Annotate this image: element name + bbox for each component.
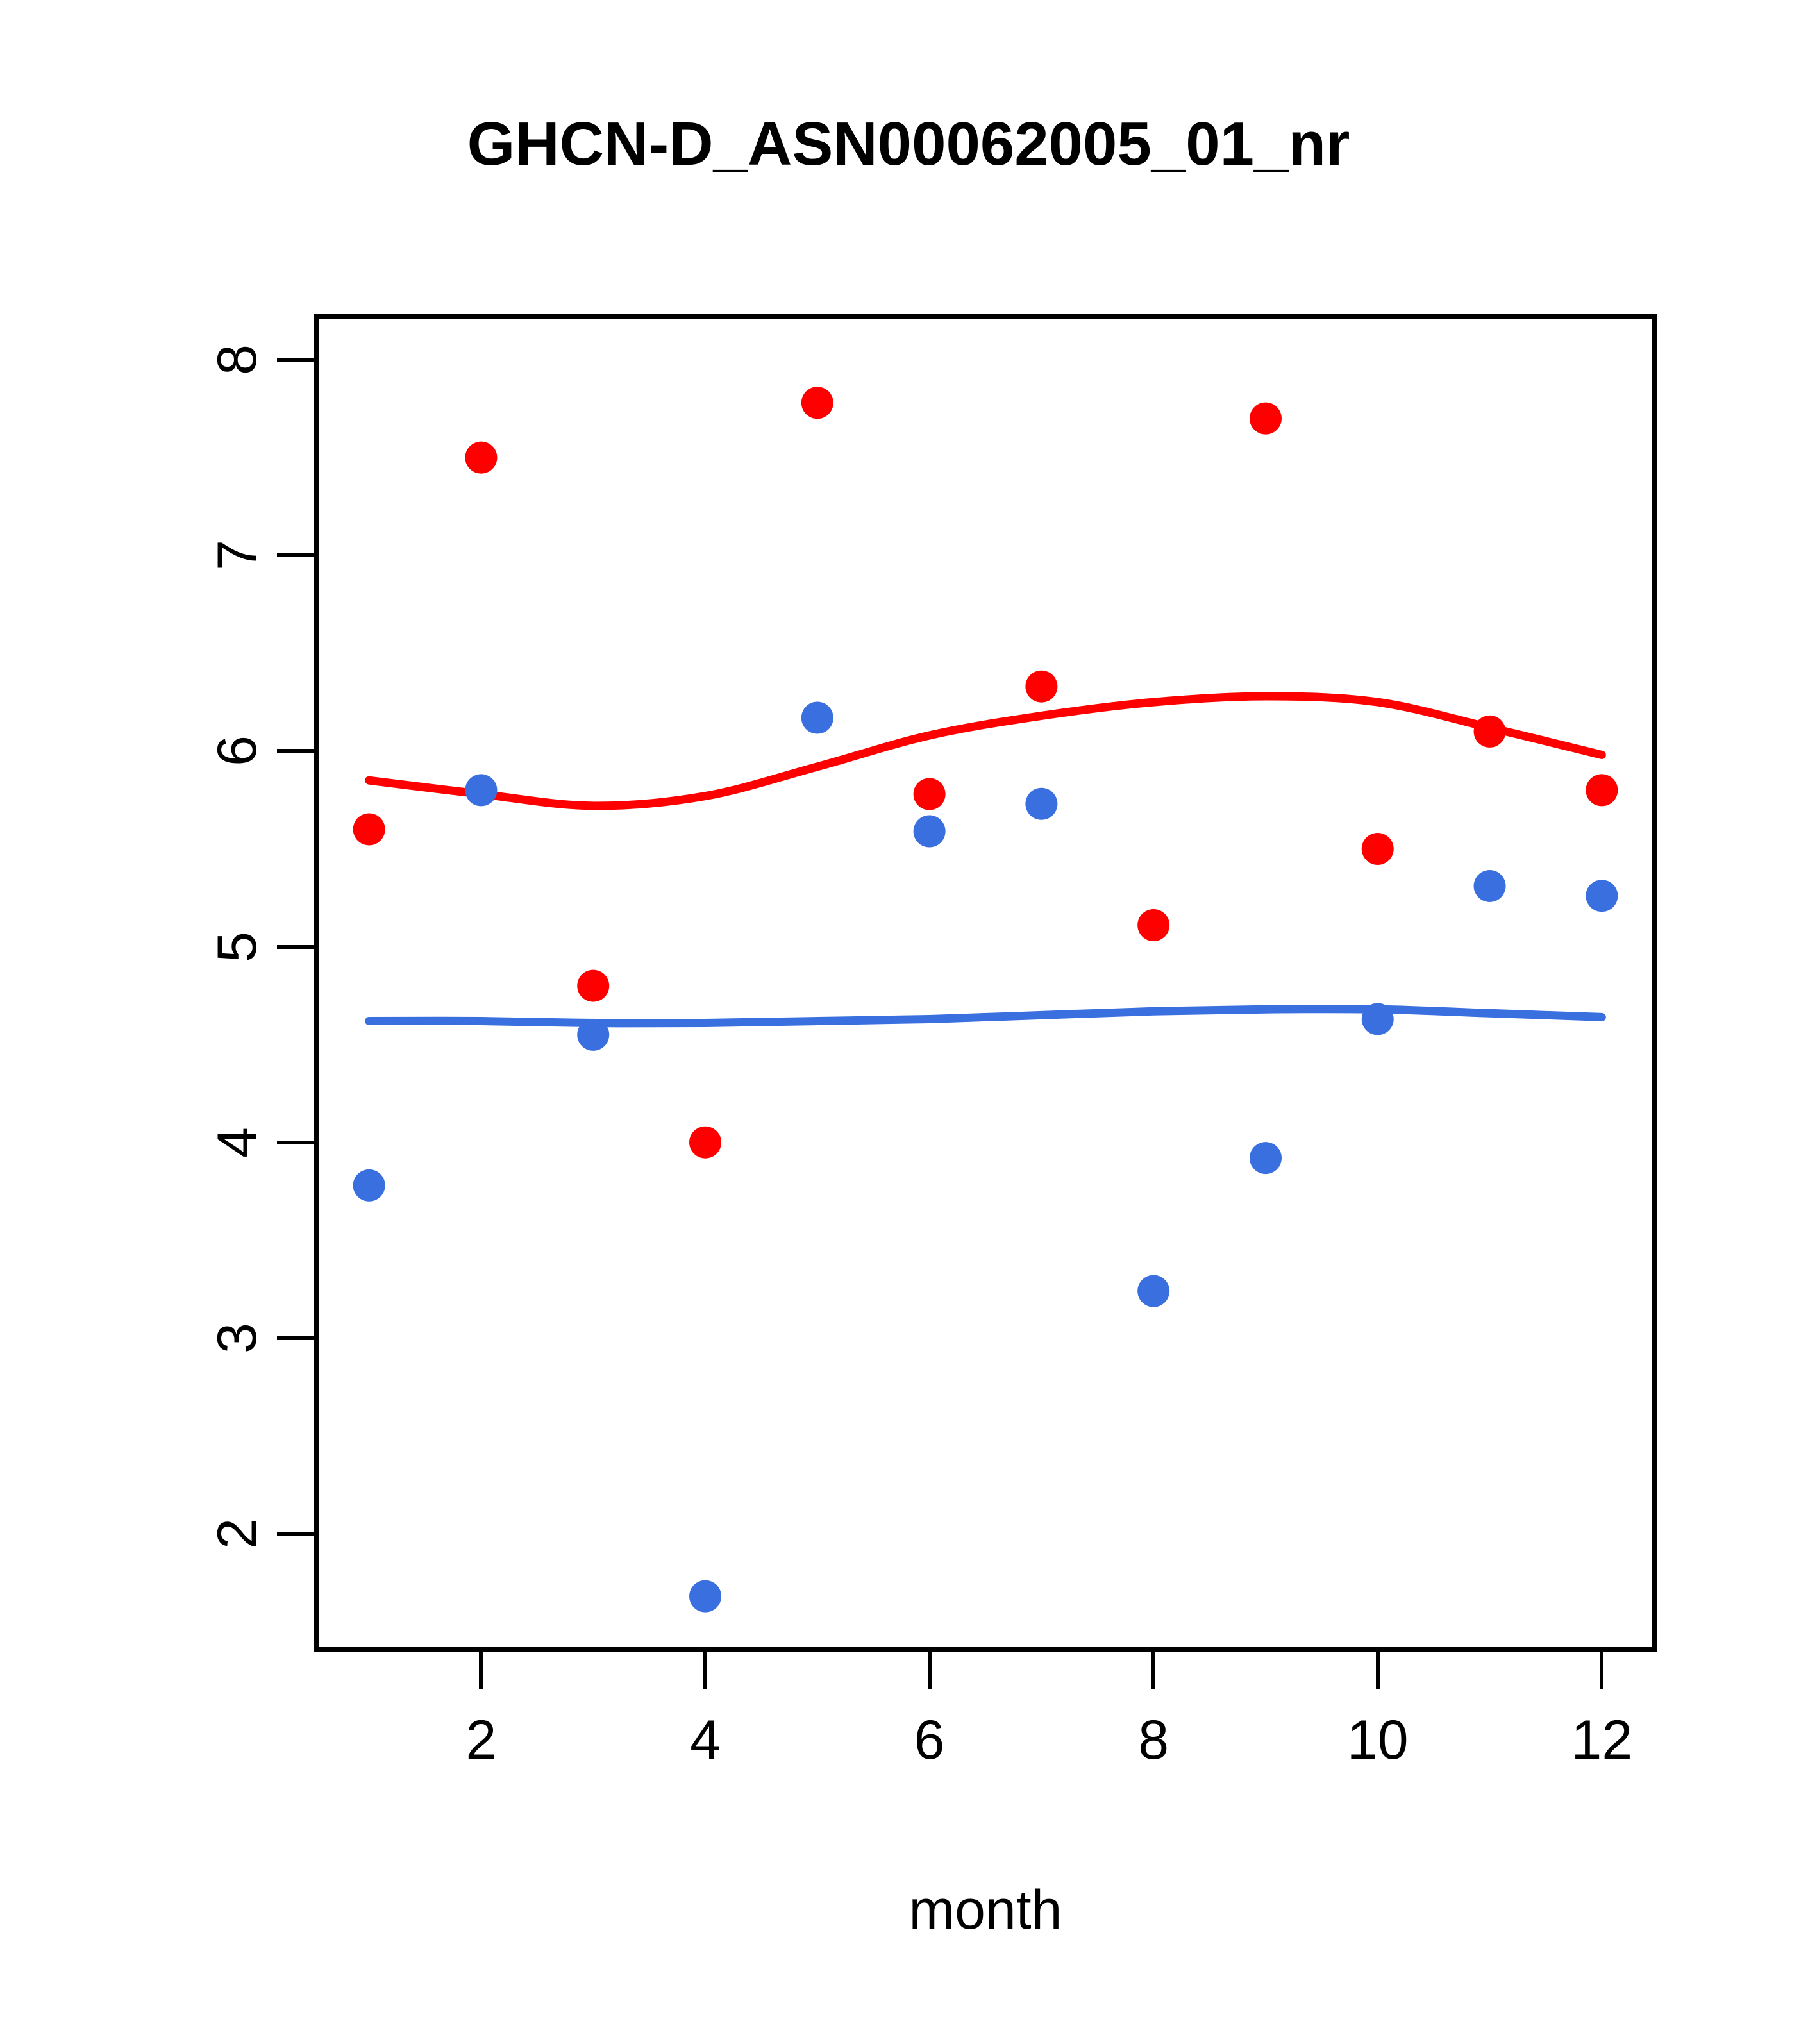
x-axis-tick: [1375, 1652, 1380, 1689]
data-point: [465, 441, 498, 474]
y-axis-tick: [277, 553, 314, 558]
y-axis-tick: [277, 1140, 314, 1144]
y-axis-tick: [277, 749, 314, 753]
y-axis-tick-label: 3: [206, 1322, 268, 1353]
data-point: [1586, 774, 1618, 807]
data-point: [1586, 880, 1618, 912]
y-axis-tick: [277, 1336, 314, 1340]
y-axis-tick-label: 6: [206, 735, 268, 767]
x-axis-tick-label: 10: [1346, 1709, 1409, 1771]
data-point: [577, 1018, 610, 1051]
x-axis-tick: [703, 1652, 708, 1689]
plot-inner: [319, 319, 1652, 1647]
x-axis-tick-label: 4: [690, 1709, 721, 1771]
x-axis-tick-label: 12: [1571, 1709, 1633, 1771]
data-point: [1025, 670, 1058, 703]
data-point: [913, 815, 946, 848]
data-point: [353, 1169, 385, 1202]
page-title: GHCN-D_ASN00062005_01_nr: [467, 110, 1350, 178]
data-point: [353, 813, 385, 846]
y-axis-tick: [277, 1532, 314, 1536]
plot-area: [314, 314, 1657, 1652]
x-axis-tick-label: 6: [914, 1709, 945, 1771]
data-point: [465, 774, 498, 807]
data-point: [1249, 1142, 1282, 1175]
data-point: [1473, 715, 1506, 748]
data-point: [1473, 869, 1506, 902]
series-line-red-smooth: [365, 692, 1606, 810]
data-point: [689, 1580, 722, 1613]
data-point: [1249, 402, 1282, 435]
data-point: [1137, 1275, 1170, 1307]
data-point: [1137, 909, 1170, 941]
y-axis-tick-label: 5: [206, 931, 268, 962]
data-point: [577, 969, 610, 1002]
y-axis-tick: [277, 358, 314, 362]
data-series-layer: [353, 387, 1618, 1613]
series-line-blue-smooth: [365, 1005, 1606, 1028]
x-axis-tick: [927, 1652, 932, 1689]
y-axis-tick-label: 4: [206, 1127, 268, 1158]
x-axis-tick: [1151, 1652, 1156, 1689]
y-axis-tick-label: 7: [206, 540, 268, 571]
x-axis-title: month: [908, 1879, 1062, 1941]
y-axis-tick-label: 2: [206, 1518, 268, 1549]
x-axis-tick-label: 2: [465, 1709, 497, 1771]
x-axis-tick: [479, 1652, 483, 1689]
data-point: [689, 1126, 722, 1159]
data-point: [1361, 1003, 1394, 1035]
data-point: [913, 778, 946, 810]
x-axis-tick-label: 8: [1138, 1709, 1169, 1771]
y-axis-tick-label: 8: [206, 344, 268, 375]
data-point: [1361, 832, 1394, 865]
data-point: [801, 387, 833, 419]
y-axis-tick: [277, 944, 314, 949]
data-point: [801, 701, 833, 734]
data-point: [1025, 787, 1058, 820]
x-axis-tick: [1600, 1652, 1604, 1689]
